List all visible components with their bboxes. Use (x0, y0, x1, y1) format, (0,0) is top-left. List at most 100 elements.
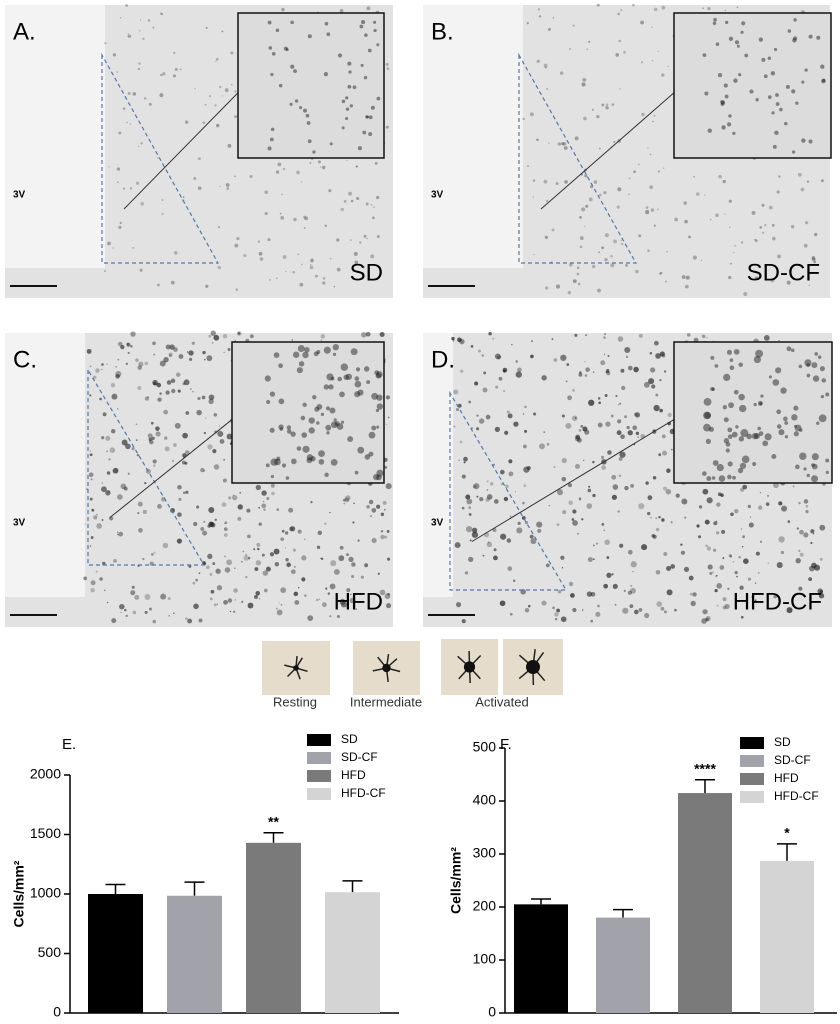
cell-texture (552, 17, 555, 19)
cell-texture (603, 353, 606, 356)
inset-texture (314, 406, 320, 412)
cell-texture (800, 187, 805, 192)
cell-texture (734, 508, 739, 514)
cell-texture (663, 610, 668, 614)
inset-texture (320, 412, 325, 417)
cell-texture (216, 585, 223, 591)
cell-texture (714, 589, 718, 593)
inset-texture (814, 352, 819, 356)
cell-texture (619, 402, 622, 405)
cell-texture (660, 606, 665, 611)
inset-texture (360, 63, 364, 67)
inset-texture (741, 21, 746, 26)
cell-texture (229, 610, 232, 613)
legend-label: HFD-CF (774, 789, 819, 803)
cell-texture (486, 541, 493, 548)
cell-texture (680, 550, 685, 555)
cell-texture (578, 372, 583, 377)
cell-texture (728, 199, 732, 203)
inset-texture (767, 95, 772, 99)
inset-texture (330, 421, 338, 429)
cell-texture (517, 521, 521, 525)
cell-texture (665, 280, 667, 283)
cell-texture (637, 436, 640, 439)
cell-texture (380, 534, 385, 540)
cell-texture (206, 355, 213, 362)
cell-texture (243, 555, 249, 561)
cell-texture (625, 355, 629, 359)
cell-texture (322, 281, 326, 285)
cell-texture (234, 115, 237, 118)
inset-texture (762, 440, 769, 447)
cell-texture (729, 262, 732, 265)
cell-texture (303, 226, 306, 230)
cell-texture (230, 51, 234, 55)
cell-texture (654, 340, 659, 346)
cell-texture (506, 410, 510, 414)
cell-texture (173, 612, 175, 615)
cell-texture (572, 279, 577, 284)
cell-texture (193, 521, 198, 527)
cell-texture (600, 360, 606, 366)
cell-texture (739, 487, 745, 492)
inset-texture (316, 421, 320, 425)
cell-texture (120, 611, 122, 614)
ventricle (423, 5, 523, 268)
cell-texture (316, 545, 321, 550)
morphology-label: Intermediate (350, 694, 422, 709)
cell-texture (221, 502, 227, 507)
cell-texture (137, 501, 143, 507)
inset-texture (270, 474, 275, 479)
cell-texture (572, 24, 575, 27)
inset-texture (724, 94, 729, 99)
inset-texture (316, 349, 321, 354)
cell-texture (811, 256, 816, 260)
inset-texture (771, 453, 777, 460)
inset-texture (808, 34, 813, 39)
cell-texture (144, 361, 149, 366)
cell-texture (259, 257, 264, 261)
cell-texture (764, 223, 767, 227)
inset-texture (721, 100, 726, 105)
inset-texture (354, 470, 359, 475)
inset-texture (332, 343, 340, 351)
cell-texture (90, 478, 93, 481)
inset-texture (724, 20, 729, 25)
cell-texture (215, 60, 217, 63)
cell-texture (293, 591, 298, 597)
cell-texture (635, 269, 639, 274)
cell-texture (734, 571, 738, 575)
cell-texture (119, 221, 122, 225)
cell-texture (285, 270, 287, 273)
cell-texture (219, 185, 221, 188)
cell-texture (208, 334, 212, 338)
cell-texture (299, 282, 304, 287)
cell-texture (292, 270, 296, 274)
cell-texture (585, 334, 588, 337)
inset-texture (283, 46, 288, 51)
cell-texture (184, 450, 190, 455)
cell-texture (301, 577, 306, 582)
micrograph-panel: B. SD-CF 3V (423, 3, 832, 298)
cell-texture (150, 421, 154, 425)
inset-texture (793, 405, 799, 411)
cell-texture (117, 408, 119, 410)
cell-texture (163, 409, 169, 415)
inset-texture (278, 398, 285, 405)
inset-texture (739, 462, 747, 469)
cell-texture (202, 350, 206, 355)
cell-texture (603, 191, 607, 195)
cell-texture (274, 561, 280, 567)
cell-texture (581, 82, 586, 87)
cell-texture (174, 422, 181, 429)
inset-texture (308, 427, 315, 434)
inset-texture (368, 115, 373, 120)
cell-texture (482, 387, 488, 393)
cell-texture (739, 585, 744, 590)
cell-texture (504, 430, 509, 435)
cell-texture (234, 599, 236, 601)
cell-texture (704, 519, 710, 525)
legend-label: HFD (341, 768, 366, 782)
cell-texture (538, 15, 542, 18)
cell-texture (597, 288, 601, 293)
